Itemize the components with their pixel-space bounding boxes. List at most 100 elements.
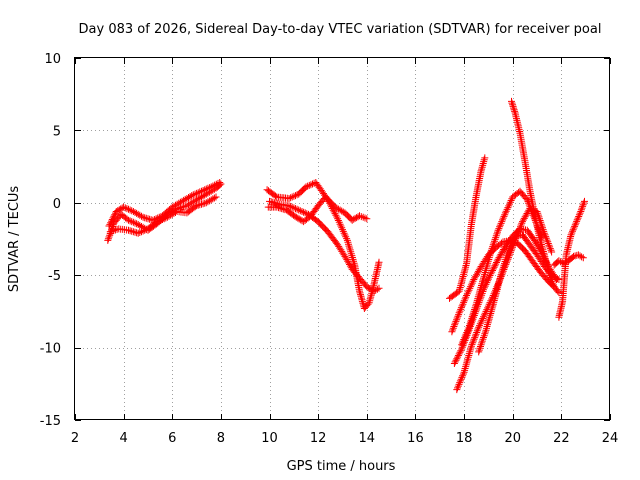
data-point <box>471 334 479 342</box>
data-point <box>333 213 341 221</box>
data-point <box>346 244 354 252</box>
data-point <box>373 285 381 293</box>
data-point <box>509 237 517 245</box>
data-point <box>473 329 481 336</box>
data-point <box>475 266 483 274</box>
data-point <box>297 216 305 224</box>
data-point <box>108 227 116 235</box>
data-point <box>460 298 468 306</box>
data-point <box>478 165 486 173</box>
data-point <box>510 236 517 244</box>
data-point <box>466 346 474 354</box>
data-point <box>473 327 481 335</box>
data-point <box>484 277 492 285</box>
data-point <box>546 245 554 253</box>
data-point <box>454 353 462 361</box>
data-point <box>138 228 145 236</box>
data-point <box>469 339 477 347</box>
data-point <box>505 246 513 254</box>
data-point <box>469 337 477 345</box>
data-point <box>521 213 529 221</box>
data-point <box>285 195 293 202</box>
data-point <box>479 335 487 343</box>
data-point <box>288 203 296 211</box>
data-point <box>338 224 346 232</box>
y-tick-labels: -15 -10 -5 0 5 10 <box>40 52 61 429</box>
data-point <box>474 267 482 275</box>
data-point <box>504 204 512 212</box>
data-point <box>463 292 470 299</box>
data-point <box>450 360 458 367</box>
data-point <box>459 372 467 380</box>
data-point <box>455 380 463 388</box>
data-point <box>361 214 369 222</box>
data-point <box>579 201 587 209</box>
data-point <box>104 235 112 243</box>
data-point <box>334 215 342 223</box>
data-point <box>477 343 484 350</box>
data-point <box>452 356 460 364</box>
data-point <box>126 206 134 214</box>
data-point <box>293 205 301 213</box>
data-point <box>339 226 346 234</box>
data-point <box>554 275 561 283</box>
data-point <box>301 209 309 217</box>
data-point <box>519 218 526 226</box>
data-point <box>470 307 478 315</box>
data-point <box>482 267 490 275</box>
data-point <box>345 242 353 250</box>
data-point <box>298 208 306 215</box>
data-point <box>350 215 358 223</box>
data-point <box>479 315 487 322</box>
data-point <box>462 330 470 338</box>
data-point <box>114 207 122 215</box>
data-point <box>470 276 478 283</box>
y-tick-label: -5 <box>48 269 61 284</box>
data-point <box>207 183 215 191</box>
data-point <box>577 206 585 214</box>
data-point <box>478 339 486 347</box>
data-point <box>531 236 539 244</box>
data-point <box>569 226 577 234</box>
data-point <box>497 219 505 227</box>
data-point <box>290 192 298 200</box>
data-point <box>569 227 576 235</box>
chart-title: Day 083 of 2026, Sidereal Day-to-day VTE… <box>79 22 602 37</box>
data-point <box>191 190 199 198</box>
data-point <box>452 317 460 325</box>
data-point <box>492 260 500 268</box>
data-point <box>162 214 170 222</box>
data-point <box>579 254 587 262</box>
data-point <box>542 233 550 241</box>
data-point <box>292 192 299 200</box>
data-point <box>134 229 142 237</box>
data-point <box>458 302 466 310</box>
data-point <box>210 194 218 202</box>
data-point <box>108 217 115 225</box>
data-point <box>129 218 137 226</box>
data-point <box>131 219 139 227</box>
data-point <box>189 191 197 199</box>
data-point <box>488 244 496 252</box>
data-point <box>199 187 207 194</box>
data-point <box>455 309 463 317</box>
data-point <box>364 300 372 308</box>
data-point <box>573 217 581 225</box>
data-point <box>453 386 461 394</box>
series-arc-15 <box>555 197 588 321</box>
data-point <box>498 249 506 257</box>
data-point <box>469 309 477 317</box>
data-point <box>351 214 359 222</box>
data-point <box>340 229 348 237</box>
data-point <box>285 202 293 210</box>
data-point <box>112 208 120 215</box>
data-point <box>123 205 131 213</box>
data-point <box>489 267 496 274</box>
plot-frame <box>74 57 610 420</box>
data-point <box>476 344 484 352</box>
data-point <box>467 342 475 350</box>
data-point <box>493 257 501 265</box>
data-point <box>454 382 462 390</box>
data-point <box>110 227 118 235</box>
x-tick-label: 6 <box>168 431 176 446</box>
